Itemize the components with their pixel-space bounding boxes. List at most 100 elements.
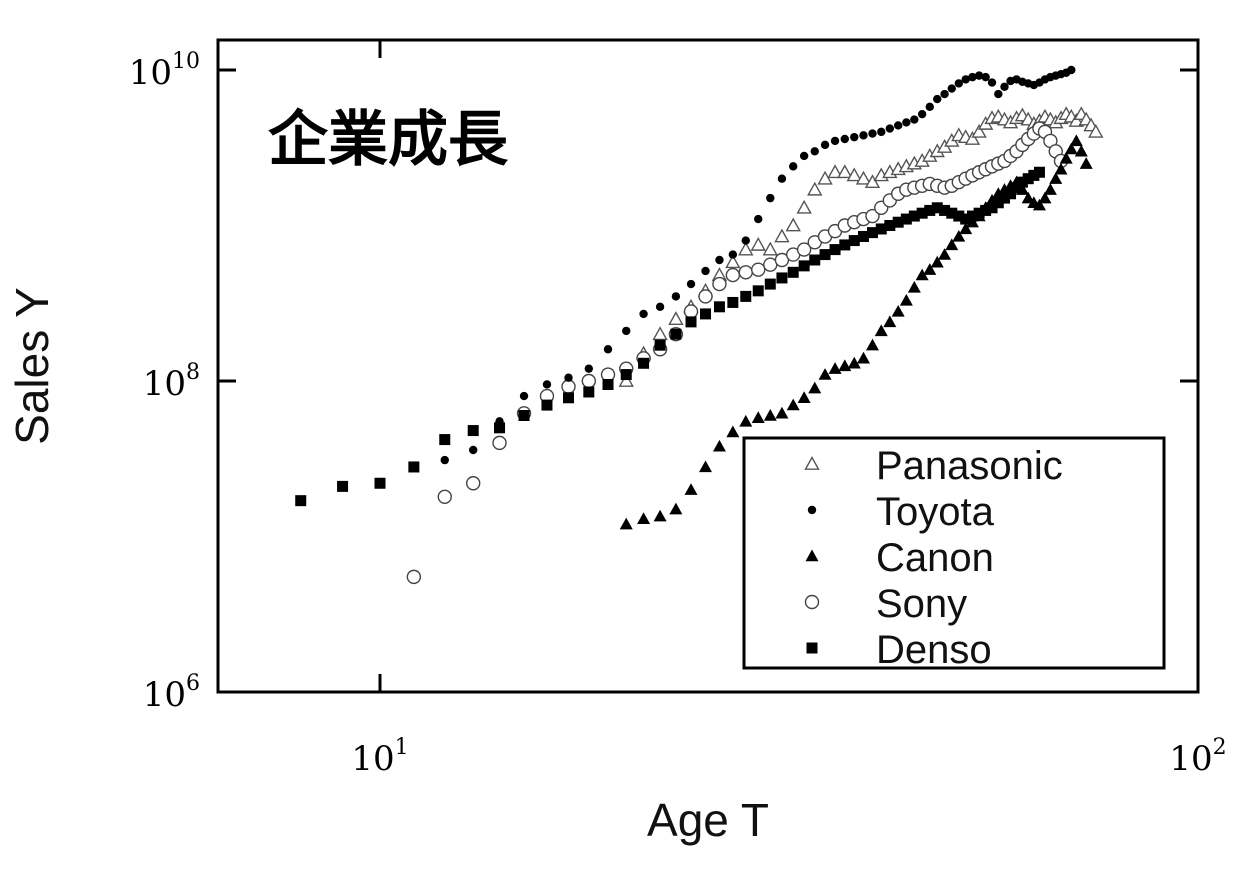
y-tick-label-base: 10 <box>129 53 172 93</box>
data-point-denso <box>866 227 878 239</box>
data-point-toyota <box>741 236 750 245</box>
data-point-denso <box>295 495 307 507</box>
data-point-toyota <box>799 151 809 161</box>
data-point-toyota <box>469 445 478 455</box>
data-point-toyota <box>584 364 594 373</box>
data-point-canon <box>945 238 959 251</box>
data-point-sony <box>406 569 422 585</box>
data-point-denso <box>884 220 896 231</box>
data-point-toyota <box>686 279 696 289</box>
legend-marker-panasonic <box>804 456 820 470</box>
legend-marker-canon <box>805 549 819 562</box>
data-point-canon <box>763 408 777 421</box>
data-point-toyota <box>820 140 830 150</box>
data-point-panasonic <box>796 199 812 214</box>
data-point-sony <box>738 265 753 280</box>
data-point-denso <box>602 378 614 390</box>
legend-label-toyota: Toyota <box>876 490 995 534</box>
data-point-toyota <box>981 72 990 82</box>
data-point-toyota <box>655 302 665 312</box>
data-point-canon <box>1059 151 1073 164</box>
data-point-denso <box>685 316 697 328</box>
data-point-panasonic <box>1088 123 1104 138</box>
data-point-toyota <box>603 345 613 354</box>
data-point-canon <box>930 255 944 268</box>
data-point-denso <box>638 357 650 369</box>
legend-box <box>742 436 1166 670</box>
data-point-denso <box>1005 188 1017 200</box>
data-point-canon <box>751 411 765 423</box>
data-point-canon <box>907 280 921 293</box>
data-point-denso <box>337 480 349 492</box>
y-tick-label-exp: 10 <box>172 49 200 74</box>
data-point-canon <box>669 502 683 515</box>
data-point-canon <box>938 248 952 260</box>
data-points <box>295 65 1104 585</box>
data-point-denso <box>713 301 725 313</box>
x-tick-label-exp: 1 <box>395 735 409 760</box>
data-point-canon <box>775 406 789 419</box>
data-point-canon <box>712 439 726 452</box>
legend-label-denso: Denso <box>876 628 992 672</box>
data-point-canon <box>828 362 842 374</box>
series-panasonic <box>618 106 1104 387</box>
data-point-canon <box>739 414 753 427</box>
data-point-denso <box>939 204 951 216</box>
data-point-toyota <box>933 94 942 104</box>
data-point-panasonic <box>738 241 754 256</box>
data-point-denso <box>809 254 821 266</box>
x-axis-title: Age T <box>647 794 769 846</box>
data-point-toyota <box>868 129 877 138</box>
data-point-denso <box>654 339 666 351</box>
data-point-canon <box>726 425 740 438</box>
data-point-denso <box>931 202 943 214</box>
series-canon <box>619 134 1093 530</box>
data-point-denso <box>829 244 841 256</box>
y-axis-title: Sales Y <box>6 287 58 445</box>
data-point-canon <box>1074 144 1088 157</box>
x-tick-label: 101 <box>351 735 408 779</box>
data-point-panasonic <box>855 170 872 185</box>
data-point-denso <box>966 210 978 222</box>
data-point-toyota <box>564 373 573 382</box>
data-point-denso <box>1016 176 1028 188</box>
data-point-denso <box>992 197 1004 209</box>
data-point-panasonic <box>837 164 853 179</box>
data-point-panasonic <box>846 167 862 182</box>
data-point-toyota <box>940 89 949 99</box>
axis-ticks <box>218 40 1200 694</box>
data-point-canon <box>1054 162 1068 175</box>
data-point-canon <box>891 304 905 317</box>
legend-label-panasonic: Panasonic <box>876 444 1063 488</box>
data-point-toyota <box>622 326 631 336</box>
data-point-panasonic <box>652 326 668 341</box>
data-point-sony <box>698 289 713 304</box>
y-tick-label-exp: 6 <box>186 671 200 696</box>
data-point-denso <box>986 202 998 214</box>
data-point-toyota <box>987 78 997 87</box>
data-point-canon <box>1021 191 1035 204</box>
data-point-canon <box>619 517 633 530</box>
data-point-toyota <box>728 250 738 259</box>
data-point-denso <box>563 392 575 404</box>
data-point-denso <box>960 213 972 225</box>
data-point-sony <box>437 489 452 505</box>
legend-marker-toyota <box>807 505 817 515</box>
data-point-denso <box>740 290 752 302</box>
data-point-denso <box>998 192 1010 204</box>
data-point-denso <box>916 207 928 219</box>
data-point-denso <box>1033 166 1045 178</box>
data-point-toyota <box>961 75 970 84</box>
data-point-denso <box>908 210 920 222</box>
data-point-toyota <box>810 147 819 156</box>
data-point-toyota <box>925 102 934 111</box>
data-point-canon <box>797 391 811 403</box>
data-point-denso <box>973 207 985 219</box>
data-point-toyota <box>902 118 911 127</box>
data-point-denso <box>980 204 992 216</box>
data-point-canon <box>808 381 822 394</box>
data-point-canon <box>883 315 897 328</box>
